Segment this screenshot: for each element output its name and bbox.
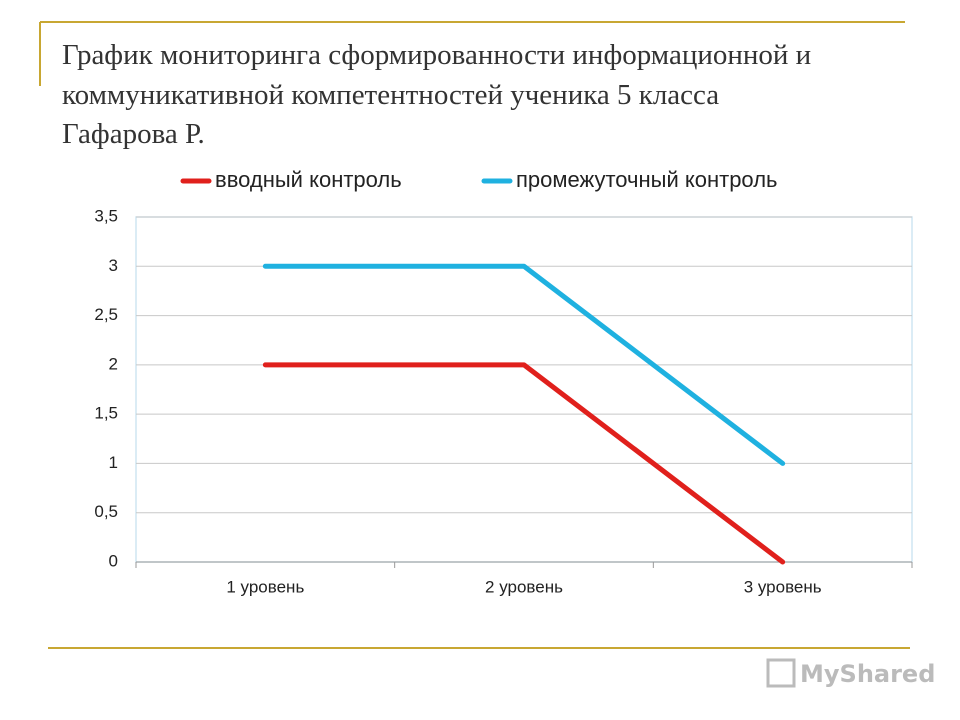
y-tick-label: 2,5	[94, 305, 118, 324]
x-tick-label: 2 уровень	[485, 577, 563, 596]
watermark: MyShared	[800, 660, 935, 688]
y-tick-label: 2	[109, 354, 118, 373]
y-tick-label: 3	[109, 256, 118, 275]
y-tick-label: 1,5	[94, 404, 118, 423]
title-line: коммуникативной компетентностей ученика …	[62, 79, 719, 111]
x-tick-label: 3 уровень	[744, 577, 822, 596]
legend-label: промежуточный контроль	[516, 167, 778, 192]
y-tick-label: 1	[109, 453, 118, 472]
y-tick-label: 3,5	[94, 206, 118, 225]
title-line: График мониторинга сформированности инфо…	[62, 39, 811, 71]
y-tick-label: 0,5	[94, 502, 118, 521]
legend-label: вводный контроль	[215, 167, 402, 192]
watermark-icon	[766, 658, 796, 688]
title-line: Гафарова Р.	[62, 118, 205, 150]
y-tick-label: 0	[109, 551, 118, 570]
series-line	[262, 263, 786, 466]
x-tick-label: 1 уровень	[226, 577, 304, 596]
series-line	[262, 362, 786, 565]
